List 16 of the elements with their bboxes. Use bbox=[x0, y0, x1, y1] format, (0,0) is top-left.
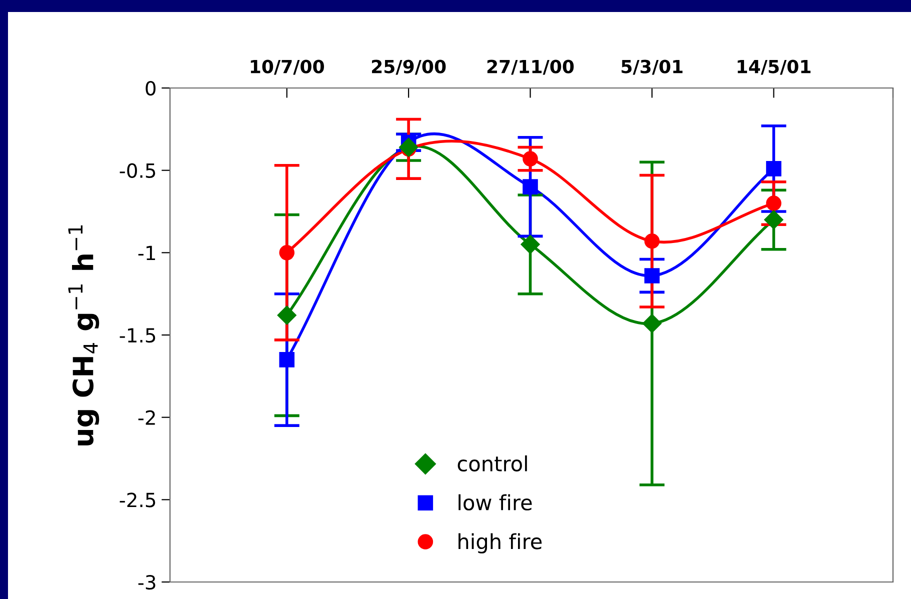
x-tick-label: 5/3/01 bbox=[622, 60, 682, 75]
legend-label: high fire bbox=[458, 533, 542, 554]
y-tick-label: 0 bbox=[146, 80, 156, 96]
y-tick-label: -0.5 bbox=[120, 163, 156, 178]
legend-label: low fire bbox=[458, 494, 532, 510]
y-tick-label: -2 bbox=[138, 410, 155, 425]
y-tick-label: -3 bbox=[138, 574, 156, 590]
y-axis-title: ug CH$_{4}$ g$^{−1}$ h$^{−1}$ bbox=[68, 225, 100, 446]
x-tick-label: 14/5/01 bbox=[738, 60, 810, 75]
x-tick-label: 25/9/00 bbox=[372, 60, 446, 75]
y-tick-label: -1 bbox=[138, 246, 156, 260]
legend-label: control bbox=[458, 455, 527, 472]
y-tick-label: -1.5 bbox=[120, 328, 156, 343]
x-tick-label: 10/7/00 bbox=[250, 60, 324, 75]
y-tick-label: -2.5 bbox=[120, 492, 156, 508]
x-tick-label: 27/11/00 bbox=[487, 60, 574, 75]
